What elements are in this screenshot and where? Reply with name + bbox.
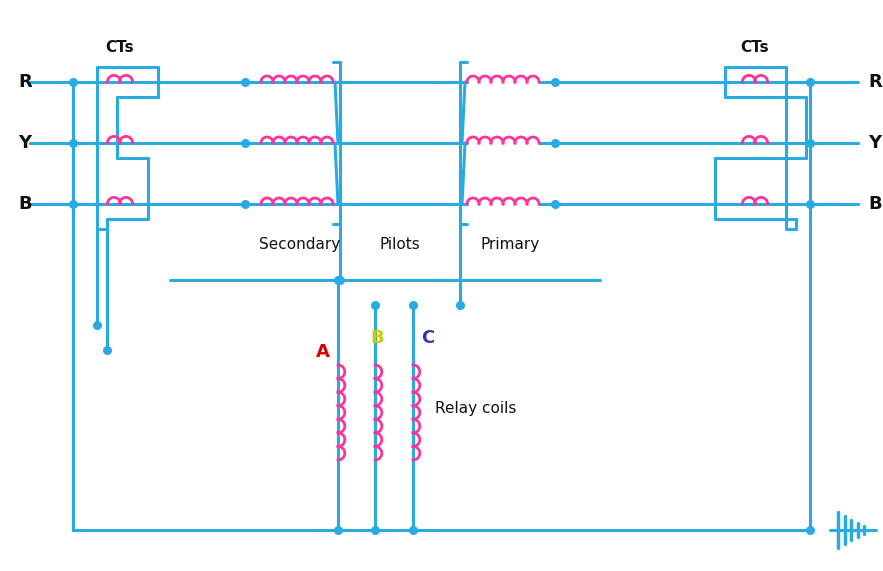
Text: R: R bbox=[18, 73, 32, 91]
Text: R: R bbox=[868, 73, 882, 91]
Text: B: B bbox=[868, 195, 881, 213]
Text: B: B bbox=[18, 195, 32, 213]
Text: Secondary: Secondary bbox=[260, 237, 341, 252]
Text: C: C bbox=[421, 329, 434, 347]
Text: Pilots: Pilots bbox=[380, 237, 420, 252]
Text: Relay coils: Relay coils bbox=[435, 400, 517, 416]
Text: Y: Y bbox=[18, 134, 31, 152]
Text: B: B bbox=[370, 329, 383, 347]
Text: CTs: CTs bbox=[741, 40, 769, 55]
Text: Primary: Primary bbox=[480, 237, 540, 252]
Text: A: A bbox=[316, 343, 330, 361]
Text: CTs: CTs bbox=[106, 40, 134, 55]
Text: Y: Y bbox=[868, 134, 881, 152]
